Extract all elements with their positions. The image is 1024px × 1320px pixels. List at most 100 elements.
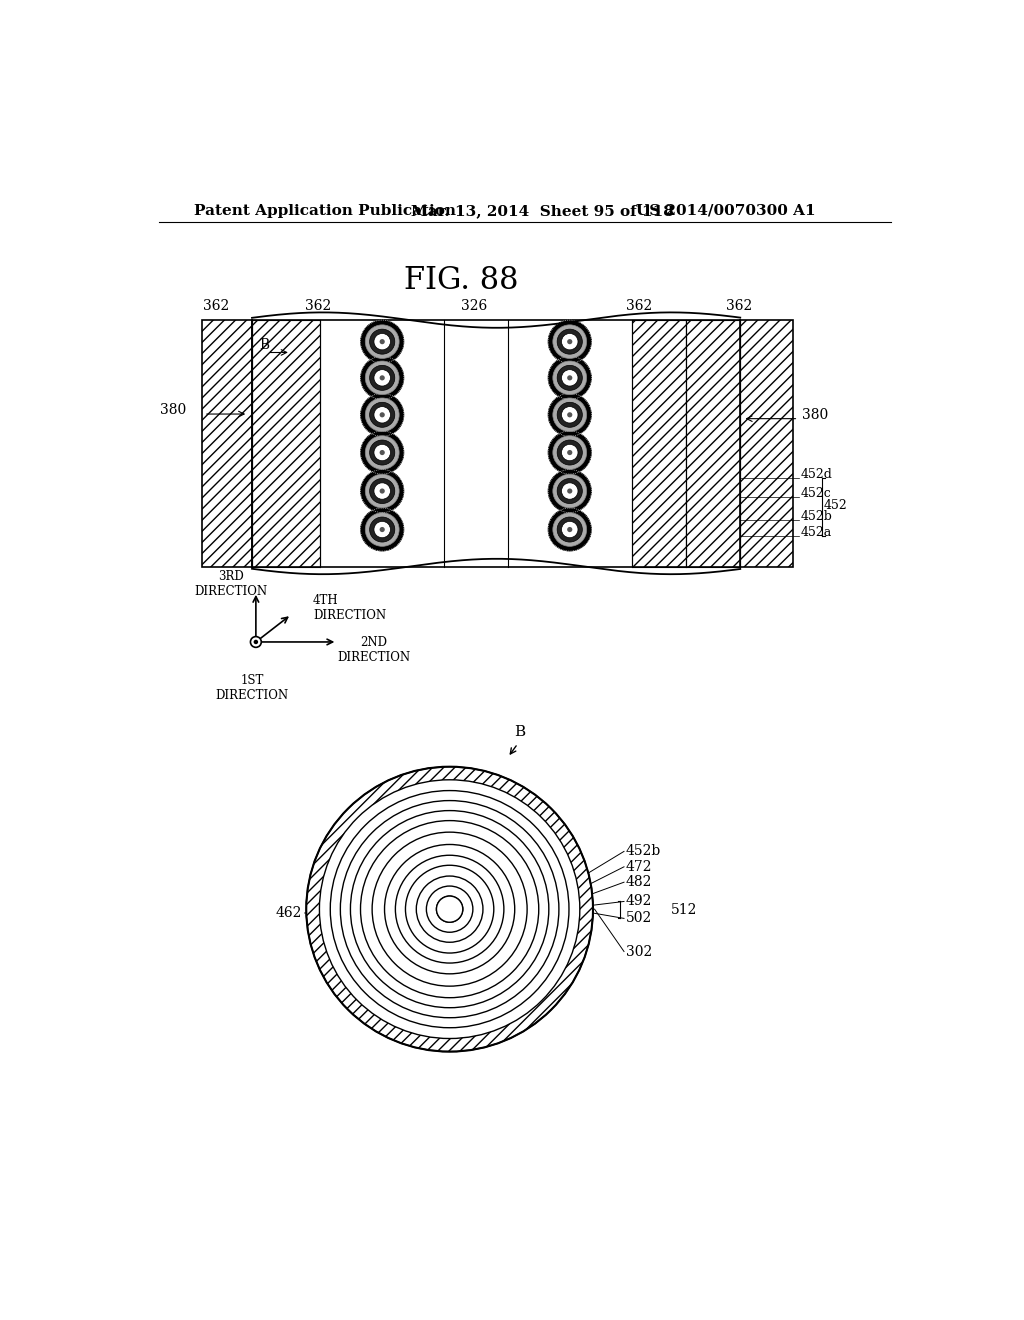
- Text: 492: 492: [626, 895, 652, 908]
- Circle shape: [251, 636, 261, 647]
- Text: 452b: 452b: [801, 511, 833, 523]
- Circle shape: [567, 375, 572, 380]
- Circle shape: [561, 370, 578, 385]
- Circle shape: [360, 470, 403, 512]
- Circle shape: [567, 412, 572, 417]
- Text: 362: 362: [627, 300, 652, 313]
- Circle shape: [553, 325, 587, 359]
- Text: 452c: 452c: [801, 487, 831, 500]
- Circle shape: [370, 479, 395, 503]
- Circle shape: [548, 321, 592, 363]
- Circle shape: [380, 375, 385, 380]
- Polygon shape: [252, 321, 740, 566]
- Circle shape: [374, 334, 390, 350]
- Circle shape: [557, 440, 583, 465]
- Text: 452a: 452a: [801, 525, 831, 539]
- Circle shape: [380, 527, 385, 532]
- Polygon shape: [444, 321, 508, 566]
- Text: 452: 452: [824, 499, 848, 512]
- Circle shape: [370, 440, 395, 465]
- Text: B: B: [514, 725, 525, 739]
- Circle shape: [561, 521, 578, 537]
- Circle shape: [567, 339, 572, 345]
- Circle shape: [319, 780, 580, 1039]
- Circle shape: [374, 521, 390, 537]
- Text: 482: 482: [626, 875, 652, 890]
- Circle shape: [360, 321, 403, 363]
- Text: Mar. 13, 2014  Sheet 95 of 118: Mar. 13, 2014 Sheet 95 of 118: [411, 203, 674, 218]
- Text: 472: 472: [626, 859, 652, 874]
- Circle shape: [561, 483, 578, 499]
- Circle shape: [370, 403, 395, 428]
- Circle shape: [561, 334, 578, 350]
- Text: 362: 362: [203, 300, 229, 313]
- Circle shape: [380, 450, 385, 455]
- Circle shape: [557, 517, 583, 543]
- Text: 380: 380: [160, 403, 186, 417]
- Text: US 2014/0070300 A1: US 2014/0070300 A1: [636, 203, 815, 218]
- Text: 1ST
DIRECTION: 1ST DIRECTION: [215, 675, 289, 702]
- Circle shape: [380, 339, 385, 345]
- Text: FIG. 88: FIG. 88: [404, 264, 518, 296]
- Circle shape: [370, 366, 395, 391]
- Circle shape: [436, 896, 463, 923]
- Circle shape: [306, 767, 593, 1052]
- Circle shape: [557, 403, 583, 428]
- Circle shape: [360, 393, 403, 437]
- Circle shape: [370, 517, 395, 543]
- Text: 2ND
DIRECTION: 2ND DIRECTION: [337, 636, 411, 664]
- Circle shape: [360, 432, 403, 474]
- Circle shape: [567, 488, 572, 494]
- Circle shape: [360, 356, 403, 400]
- Circle shape: [553, 436, 587, 470]
- Circle shape: [254, 640, 257, 644]
- Text: 452b: 452b: [626, 845, 660, 858]
- Circle shape: [548, 432, 592, 474]
- Text: 3RD
DIRECTION: 3RD DIRECTION: [195, 570, 267, 598]
- Circle shape: [553, 399, 587, 432]
- Text: 326: 326: [461, 300, 487, 313]
- Text: 362: 362: [305, 300, 331, 313]
- Polygon shape: [686, 321, 740, 566]
- Circle shape: [366, 362, 399, 395]
- Circle shape: [366, 325, 399, 359]
- Circle shape: [374, 483, 390, 499]
- Circle shape: [567, 450, 572, 455]
- Text: 302: 302: [626, 945, 652, 958]
- Circle shape: [360, 508, 403, 552]
- Circle shape: [366, 474, 399, 508]
- Circle shape: [567, 527, 572, 532]
- Circle shape: [374, 370, 390, 385]
- Circle shape: [366, 436, 399, 470]
- Circle shape: [561, 445, 578, 461]
- Polygon shape: [202, 321, 252, 566]
- Circle shape: [557, 479, 583, 503]
- Text: 4TH
DIRECTION: 4TH DIRECTION: [313, 594, 386, 622]
- Circle shape: [370, 329, 395, 354]
- Polygon shape: [252, 321, 321, 566]
- Circle shape: [366, 512, 399, 546]
- Circle shape: [306, 767, 593, 1052]
- Polygon shape: [632, 321, 686, 566]
- Polygon shape: [740, 321, 793, 566]
- Circle shape: [557, 329, 583, 354]
- Circle shape: [548, 393, 592, 437]
- Text: B: B: [260, 338, 270, 352]
- Circle shape: [548, 508, 592, 552]
- Circle shape: [548, 356, 592, 400]
- Circle shape: [366, 399, 399, 432]
- Circle shape: [380, 412, 385, 417]
- Circle shape: [548, 470, 592, 512]
- Text: 512: 512: [671, 903, 697, 917]
- Text: 380: 380: [802, 408, 828, 421]
- Circle shape: [374, 445, 390, 461]
- Circle shape: [557, 366, 583, 391]
- Circle shape: [374, 407, 390, 422]
- Circle shape: [553, 474, 587, 508]
- Text: 362: 362: [726, 300, 752, 313]
- Circle shape: [561, 407, 578, 422]
- Text: 452d: 452d: [801, 469, 833, 480]
- Text: Patent Application Publication: Patent Application Publication: [194, 203, 456, 218]
- Circle shape: [553, 362, 587, 395]
- Text: 462: 462: [276, 906, 302, 920]
